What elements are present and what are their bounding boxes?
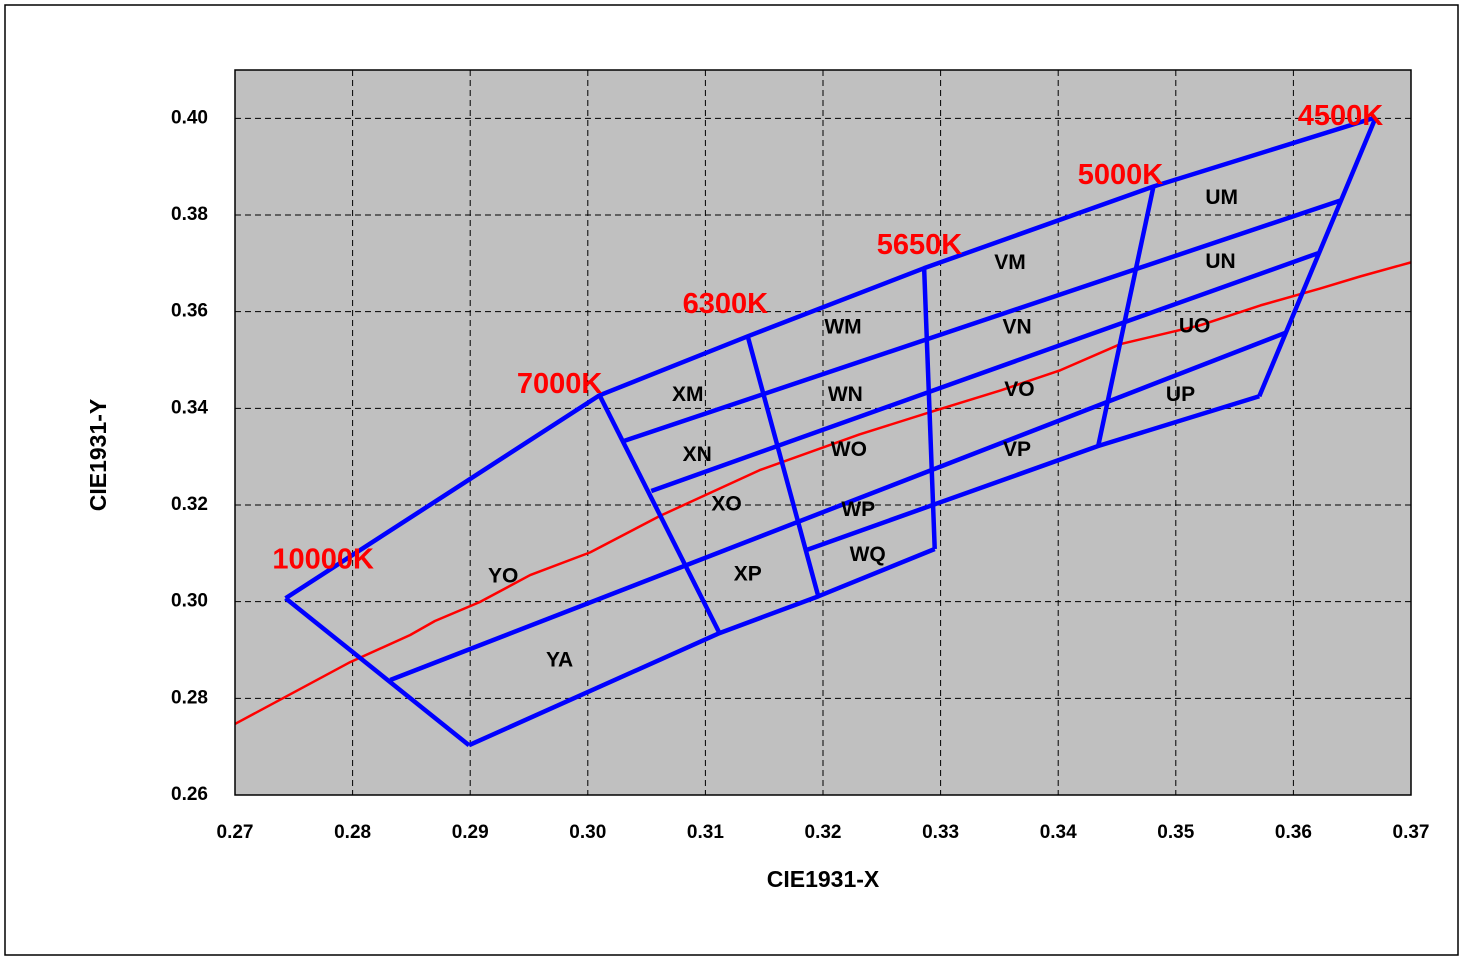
plot-border — [234, 69, 1412, 796]
bin-label: XN — [683, 443, 712, 466]
bin-label: VO — [1004, 378, 1034, 401]
bin-line — [597, 394, 722, 635]
bin-label: VM — [994, 251, 1026, 274]
y-axis-title: CIE1931-Y — [85, 399, 111, 512]
x-tick-label: 0.35 — [1157, 822, 1194, 843]
x-tick-label: 0.31 — [687, 822, 724, 843]
x-tick-label: 0.34 — [1040, 822, 1077, 843]
bin-label: WN — [828, 383, 863, 406]
bin-label: XO — [711, 493, 741, 516]
cct-label: 5000K — [1078, 159, 1164, 191]
bin-line — [389, 330, 1288, 683]
bin-label: UP — [1166, 383, 1195, 406]
y-tick-label: 0.30 — [171, 591, 208, 612]
cct-label: 7000K — [517, 368, 603, 400]
bin-label: UN — [1205, 250, 1235, 273]
bin-label: UM — [1205, 186, 1238, 209]
x-tick-label: 0.27 — [217, 822, 254, 843]
y-tick-label: 0.40 — [171, 107, 208, 128]
bin-line — [284, 115, 1377, 601]
bin-label: WP — [841, 498, 875, 521]
bin-line — [921, 268, 937, 550]
x-tick-label: 0.32 — [805, 822, 842, 843]
cct-label: 10000K — [272, 544, 374, 576]
bin-label: WQ — [850, 543, 886, 566]
y-tick-label: 0.38 — [171, 204, 208, 225]
x-tick-label: 0.37 — [1393, 822, 1430, 843]
y-tick-label: 0.36 — [171, 301, 208, 322]
x-tick-label: 0.28 — [334, 822, 371, 843]
plot-layer: 10000K 7000K 6300K 5650K 5000K 4500K XM XN XO XP Y… — [234, 70, 1412, 796]
bin-label: XM — [672, 383, 704, 406]
bin-label: YA — [546, 649, 573, 672]
x-tick-label: 0.36 — [1275, 822, 1312, 843]
bin-label: WM — [824, 316, 861, 339]
x-tick-label: 0.30 — [569, 822, 606, 843]
y-tick-label: 0.32 — [171, 494, 208, 515]
bin-label: VN — [1002, 316, 1031, 339]
locus-line — [234, 261, 1412, 726]
y-tick-label: 0.28 — [171, 687, 208, 708]
y-tick-label: 0.26 — [171, 784, 208, 805]
bin-line — [1095, 186, 1156, 447]
bin-line — [284, 596, 471, 747]
bin-line — [650, 251, 1319, 494]
cct-label: 5650K — [877, 229, 963, 261]
x-axis-title: CIE1931-X — [767, 866, 880, 892]
bin-label: UO — [1179, 315, 1211, 338]
bin-line — [468, 546, 936, 748]
bin-line — [745, 335, 821, 597]
bin-label: VP — [1003, 438, 1031, 461]
bin-label: XP — [734, 563, 762, 586]
bin-line — [1257, 116, 1378, 398]
bin-label: YO — [488, 565, 518, 588]
y-tick-label: 0.34 — [171, 397, 208, 418]
x-tick-label: 0.33 — [922, 822, 959, 843]
cct-label: 4500K — [1298, 100, 1384, 132]
bin-label: WO — [831, 438, 867, 461]
x-tick-label: 0.29 — [452, 822, 489, 843]
bin-line — [622, 198, 1342, 444]
cct-label: 6300K — [683, 288, 769, 320]
